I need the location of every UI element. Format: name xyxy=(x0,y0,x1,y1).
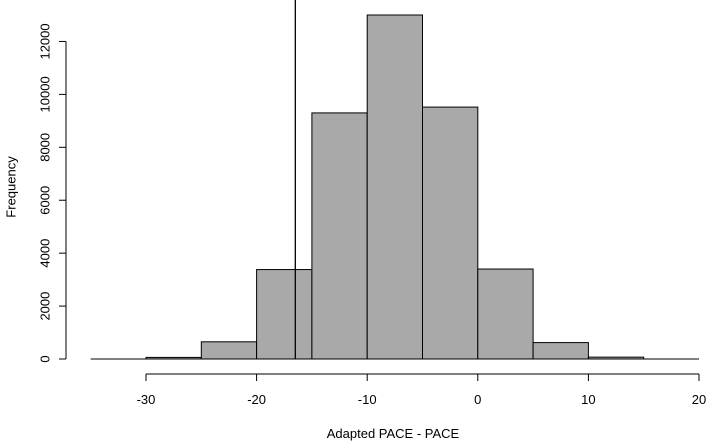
y-tick-label: 4000 xyxy=(37,239,52,268)
y-tick-label: 10000 xyxy=(37,76,52,112)
histogram-bar xyxy=(477,268,534,360)
x-tick-label: -20 xyxy=(247,392,266,407)
y-tick-label: 6000 xyxy=(37,186,52,215)
x-tick-label: 20 xyxy=(692,392,706,407)
x-tick-label: 0 xyxy=(474,392,481,407)
x-tick-label: 10 xyxy=(581,392,595,407)
y-axis-title: Frequency xyxy=(3,156,18,218)
x-tick-label: -30 xyxy=(137,392,156,407)
histogram-bar xyxy=(532,342,589,360)
histogram-bar xyxy=(256,269,313,360)
y-tick-label: 8000 xyxy=(37,133,52,162)
bars xyxy=(145,14,645,360)
y-tick-label: 2000 xyxy=(37,292,52,321)
y-tick-label: 12000 xyxy=(37,23,52,59)
y-tick-label: 0 xyxy=(37,355,52,362)
x-axis-title: Adapted PACE - PACE xyxy=(327,426,460,441)
x-axis: -30 -20 -10 0 10 20 xyxy=(137,373,706,407)
histogram-bar xyxy=(422,106,479,360)
x-tick-label: -10 xyxy=(358,392,377,407)
histogram-bar xyxy=(200,341,258,360)
histogram-bar xyxy=(366,14,424,360)
y-axis: 0 2000 4000 6000 8000 10000 12000 xyxy=(37,23,67,363)
histogram-bar xyxy=(311,112,368,360)
